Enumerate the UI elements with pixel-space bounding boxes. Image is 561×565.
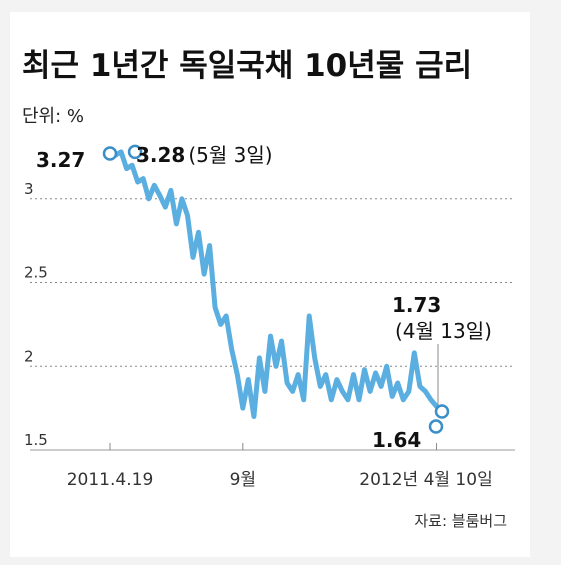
y-tick-label: 3 [24,180,34,198]
peak-date-label: (5월 3일) [188,143,272,167]
peak-point-marker [127,144,143,160]
gridlines [30,198,515,367]
x-axis-ticks: 2011.4.19 9월 2012년 4월 10일 [67,443,493,490]
x-tick-label: 2011.4.19 [67,470,154,490]
peak-annotation: 3.28 (5월 3일) [136,143,273,167]
peak-value-label: 3.28 [136,143,185,167]
chart-title: 최근 1년간 독일국채 10년물 금리 [22,48,472,84]
start-value-label: 3.27 [36,148,85,172]
line-chart: 최근 1년간 독일국채 10년물 금리 단위: % 3 2.5 2 1.5 2011.… [22,48,515,530]
source-label: 자료: 블룸버그 [414,512,507,530]
y-tick-label: 2 [24,347,34,365]
y-tick-label: 1.5 [24,431,48,449]
latest-point-marker [434,404,450,419]
latest-value-label: 1.73 [392,293,441,317]
x-tick-label: 2012년 4월 10일 [359,470,492,490]
x-tick-label: 9월 [230,470,256,490]
yield-series-line [107,149,445,419]
latest-date-label: (4월 13일) [395,319,492,343]
low-point-marker [428,419,444,434]
unit-label: 단위: % [22,106,84,127]
low-value-label: 1.64 [372,428,421,452]
start-point-marker [102,146,118,161]
chart-card: 최근 1년간 독일국채 10년물 금리 단위: % 3 2.5 2 1.5 2011.… [10,12,530,557]
y-tick-label: 2.5 [24,264,48,282]
y-axis-ticks: 3 2.5 2 1.5 [24,180,48,449]
